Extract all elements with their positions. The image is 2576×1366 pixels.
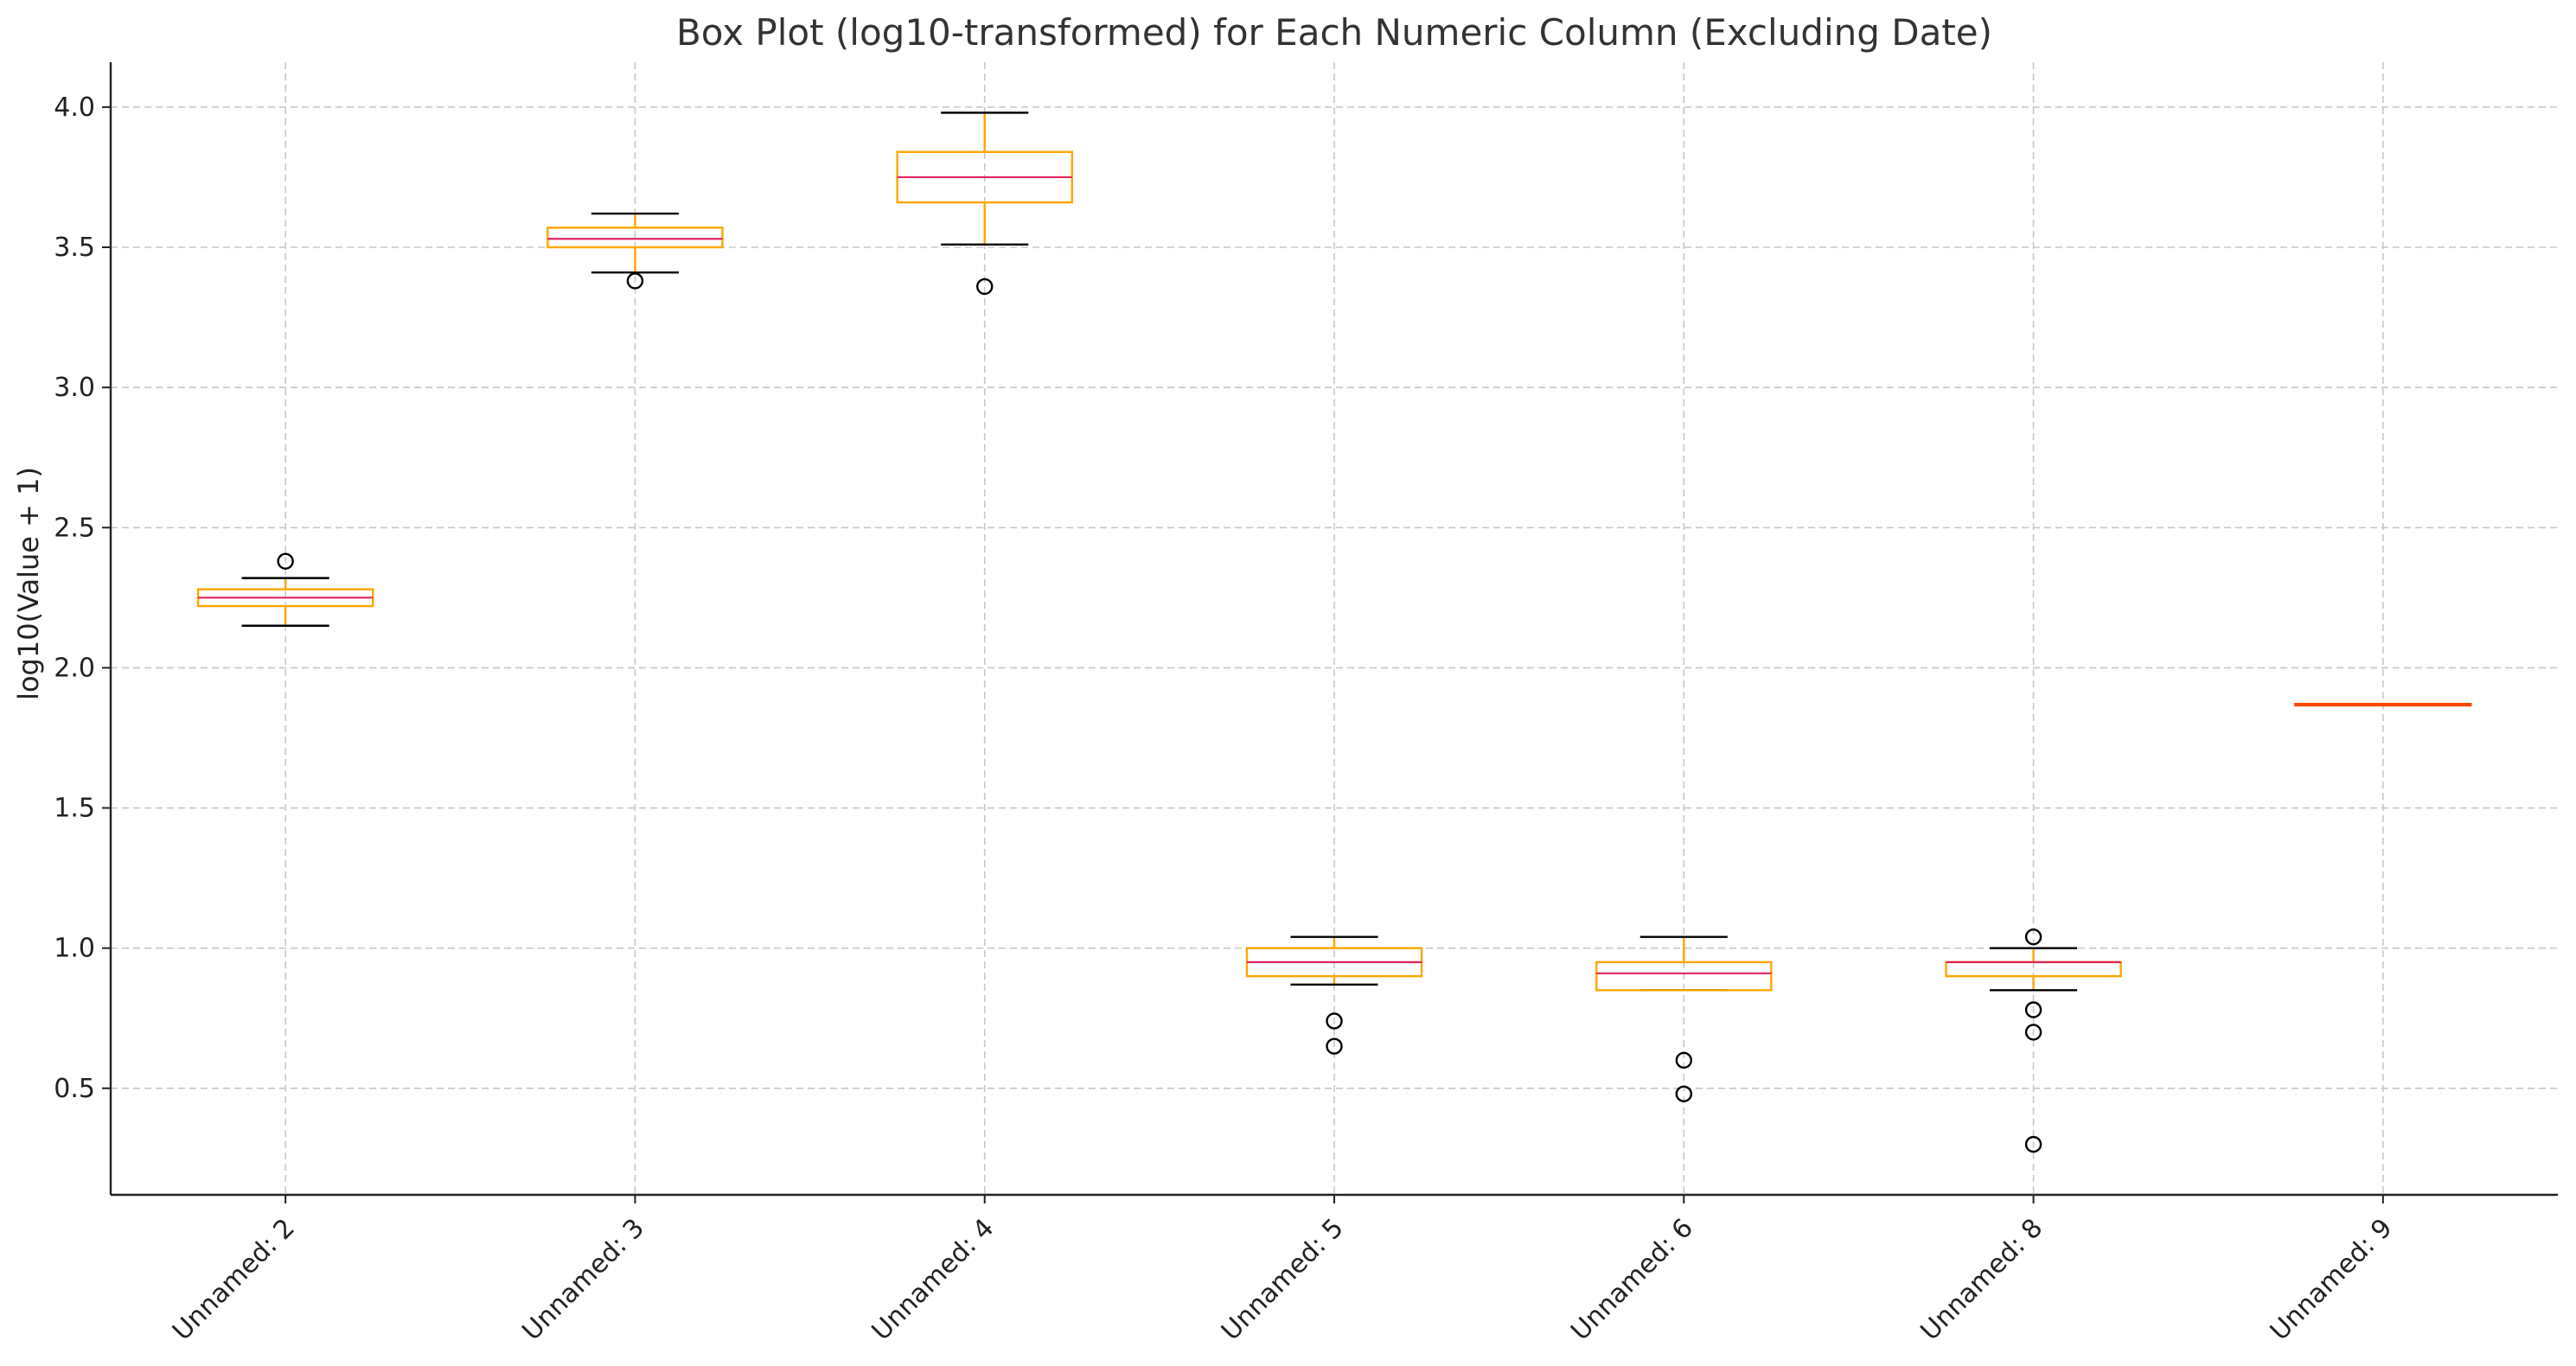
x-tick-label: Unnamed: 3: [516, 1213, 650, 1347]
axes-layer: 0.5 1.0 1.5 2.0 2.5 3.0 3.5 4.0 Unnamed: 2 Unname…: [54, 62, 2558, 1347]
y-axis-label: log10(Value + 1): [12, 467, 45, 700]
y-tick-label: 3.5: [54, 233, 95, 263]
box-group: [1945, 928, 2122, 1153]
x-tick-label: Unnamed: 2: [167, 1213, 301, 1347]
outlier-point: [1326, 1012, 1343, 1030]
y-tick-label: 1.5: [54, 794, 95, 824]
outlier-point: [2024, 928, 2042, 946]
outlier-point: [1326, 1037, 1343, 1055]
y-tick-label: 3.0: [54, 373, 95, 403]
box-group: [196, 552, 374, 627]
outlier-point: [976, 278, 994, 296]
x-tick-label: Unnamed: 8: [1914, 1213, 2049, 1347]
boxes-layer: [196, 112, 2472, 1153]
box-group: [896, 112, 1073, 296]
box-group: [1245, 935, 1423, 1055]
y-tick-label: 4.0: [54, 93, 95, 123]
outlier-point: [277, 552, 294, 570]
box-iqr: [1595, 961, 1773, 992]
x-tick-label: Unnamed: 5: [1216, 1213, 1350, 1347]
x-tick-label: Unnamed: 6: [1565, 1213, 1699, 1347]
box-group: [1595, 935, 1773, 1102]
y-tick-label: 2.0: [54, 653, 95, 683]
outlier-point: [1675, 1085, 1692, 1102]
y-tick-label: 2.5: [54, 513, 95, 543]
x-tick-label: Unnamed: 9: [2265, 1213, 2399, 1347]
outlier-point: [2024, 1024, 2042, 1041]
grid-layer: [111, 62, 2558, 1195]
x-tick-label: Unnamed: 4: [866, 1213, 1000, 1347]
outlier-point: [626, 272, 644, 290]
chart-title: Box Plot (log10-transformed) for Each Nu…: [676, 11, 1992, 54]
outlier-point: [2024, 1135, 2042, 1153]
box-group: [547, 212, 724, 290]
box-iqr: [547, 227, 724, 249]
y-tick-label: 1.0: [54, 934, 95, 964]
outlier-point: [2024, 1001, 2042, 1018]
outlier-point: [1675, 1051, 1692, 1069]
y-tick-label: 0.5: [54, 1074, 95, 1104]
